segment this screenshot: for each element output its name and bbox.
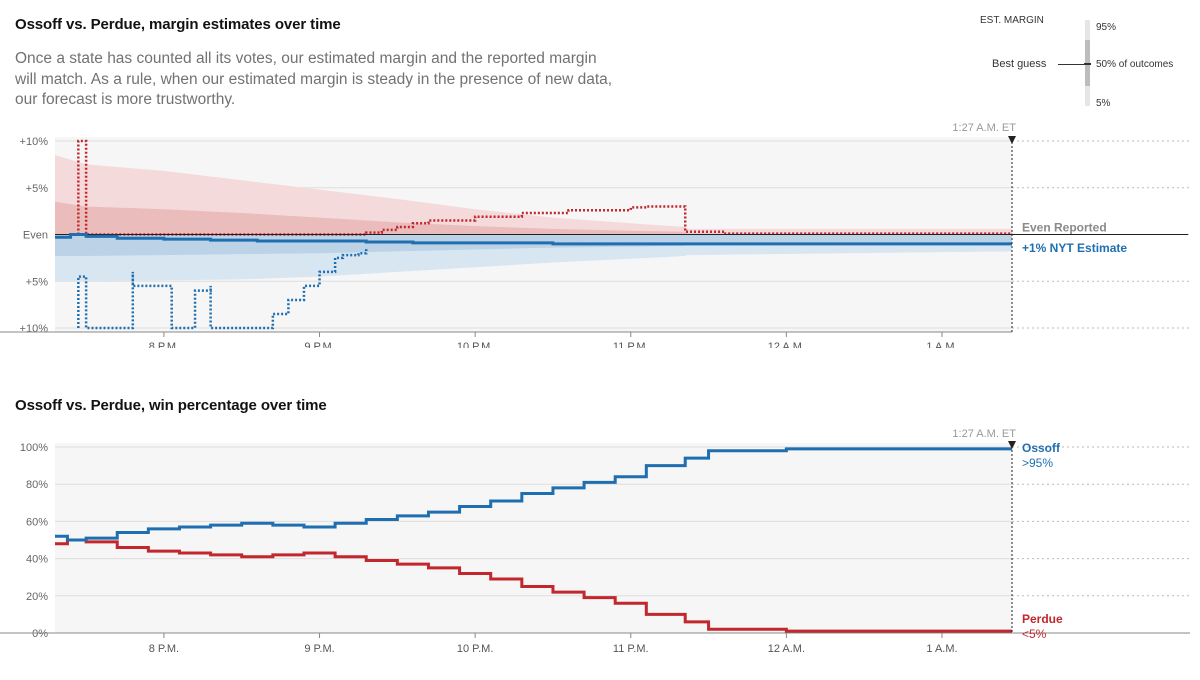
reported-margin-ossoff	[77, 248, 368, 330]
x-tick-label: 1 A.M.	[926, 341, 957, 348]
margin-chart-description: Once a state has counted all its votes, …	[15, 50, 613, 108]
x-tick-label: 8 P.M.	[149, 341, 179, 348]
estimate-end-label: +1% NYT Estimate	[1022, 241, 1127, 255]
x-tick-label: 1 A.M.	[926, 643, 957, 655]
y-tick-label: 20%	[26, 591, 48, 603]
now-label: 1:27 A.M. ET	[952, 122, 1016, 134]
plot-background	[55, 443, 1012, 633]
margin-chart-title: Ossoff vs. Perdue, margin estimates over…	[15, 16, 341, 33]
win-chart: 100% 80% 60% 40% 20% 0% 8 P.M. 9 P.M. 10 P.M. 11 …	[0, 428, 1190, 655]
x-tick-label: 8 P.M.	[149, 643, 179, 655]
nyt-estimate-line	[55, 233, 1012, 246]
red-50-band	[55, 201, 1012, 235]
red-95-band	[55, 155, 1012, 235]
y-tick-label: 100%	[20, 442, 48, 454]
ossoff-end-value: >95%	[1022, 456, 1053, 470]
y-tick-label: 0%	[32, 628, 48, 640]
y-tick-label: 80%	[26, 479, 48, 491]
legend-best-guess-line	[1058, 64, 1088, 65]
x-tick-label: 12 A.M.	[768, 341, 805, 348]
perdue-end-value: <5%	[1022, 627, 1047, 641]
legend-95-label: 95%	[1096, 22, 1117, 33]
legend-best-guess: Best guess	[992, 58, 1047, 70]
x-tick-label: 10 P.M.	[457, 341, 494, 348]
y-tick-label: +10%	[20, 323, 49, 335]
margin-chart: +10% +5% Even +5% +10% 8 P.M. 9 P.M. 10 P.M. 11 …	[0, 122, 1190, 348]
perdue-end-label: Perdue	[1022, 612, 1063, 626]
ossoff-win-line	[55, 447, 1012, 542]
x-tick-label: 10 P.M.	[457, 643, 494, 655]
y-tick-label: Even	[23, 230, 48, 242]
ossoff-end-label: Ossoff	[1022, 441, 1061, 455]
now-marker	[1008, 136, 1016, 144]
estimate-legend: EST. MARGIN Best guess 95% 50% of outcom…	[970, 12, 1200, 122]
x-tick-label: 11 P.M.	[613, 341, 649, 348]
y-tick-label: 40%	[26, 554, 48, 566]
y-tick-label: +5%	[26, 276, 49, 288]
reported-margin-perdue	[77, 139, 1014, 236]
win-chart-title: Ossoff vs. Perdue, win percentage over t…	[15, 397, 327, 414]
perdue-win-line	[55, 538, 1012, 633]
legend-50-label: 50% of outcomes	[1096, 59, 1174, 70]
x-tick-label: 9 P.M.	[304, 341, 334, 348]
y-tick-label: 60%	[26, 516, 48, 528]
y-tick-label: +5%	[26, 183, 49, 195]
x-tick-label: 11 P.M.	[613, 643, 649, 655]
now-label: 1:27 A.M. ET	[952, 428, 1016, 440]
legend-5-label: 5%	[1096, 98, 1111, 109]
y-tick-label: +10%	[20, 136, 49, 148]
reported-end-label: Even Reported	[1022, 221, 1107, 235]
legend-median-tick	[1084, 63, 1091, 65]
legend-heading: EST. MARGIN	[980, 15, 1044, 26]
now-marker	[1008, 441, 1016, 449]
x-tick-label: 12 A.M.	[768, 643, 805, 655]
x-tick-label: 9 P.M.	[304, 643, 334, 655]
